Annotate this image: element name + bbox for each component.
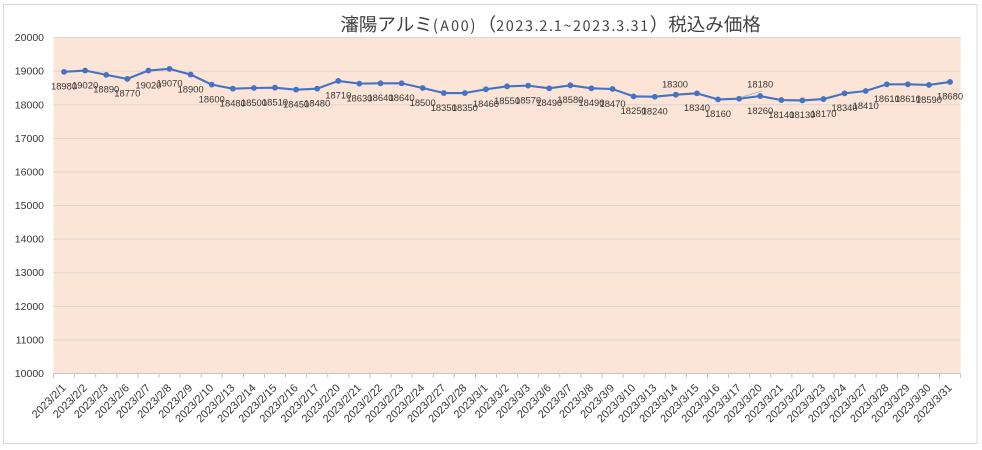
svg-text:18500: 18500 (241, 97, 267, 108)
svg-text:18340: 18340 (832, 102, 858, 113)
svg-text:18890: 18890 (93, 84, 119, 95)
svg-text:18580: 18580 (557, 94, 583, 105)
svg-text:20000: 20000 (15, 32, 44, 44)
svg-text:18460: 18460 (473, 98, 499, 109)
svg-text:19000: 19000 (15, 66, 44, 78)
svg-text:18590: 18590 (916, 94, 942, 105)
svg-text:18170: 18170 (810, 108, 836, 119)
svg-text:19070: 19070 (156, 78, 182, 89)
svg-text:18250: 18250 (621, 105, 647, 116)
svg-text:18480: 18480 (220, 97, 246, 108)
svg-text:18450: 18450 (283, 98, 309, 109)
svg-text:18470: 18470 (599, 98, 625, 109)
svg-text:18680: 18680 (937, 91, 963, 102)
svg-text:18350: 18350 (431, 102, 457, 113)
svg-text:16000: 16000 (15, 166, 44, 178)
svg-text:18610: 18610 (874, 93, 900, 104)
svg-text:18140: 18140 (768, 109, 794, 120)
svg-text:18600: 18600 (199, 93, 225, 104)
svg-text:11000: 11000 (16, 334, 45, 346)
svg-text:17000: 17000 (15, 133, 44, 145)
svg-text:18480: 18480 (304, 97, 330, 108)
svg-text:18260: 18260 (747, 105, 773, 116)
svg-text:18490: 18490 (578, 97, 604, 108)
svg-text:13000: 13000 (15, 267, 44, 279)
svg-text:14000: 14000 (15, 234, 44, 246)
svg-text:18490: 18490 (536, 97, 562, 108)
svg-text:18300: 18300 (662, 78, 688, 89)
svg-text:18770: 18770 (114, 88, 140, 99)
svg-text:18350: 18350 (452, 102, 478, 113)
svg-text:18630: 18630 (346, 92, 372, 103)
svg-text:18980: 18980 (51, 81, 77, 92)
svg-text:18500: 18500 (410, 97, 436, 108)
svg-text:18240: 18240 (642, 106, 668, 117)
svg-text:18510: 18510 (262, 96, 288, 107)
svg-text:12000: 12000 (15, 301, 44, 313)
svg-text:19020: 19020 (72, 79, 98, 90)
svg-text:18550: 18550 (494, 95, 520, 106)
svg-text:19020: 19020 (135, 79, 161, 90)
svg-text:18180: 18180 (747, 79, 773, 90)
svg-text:18160: 18160 (705, 108, 731, 119)
svg-text:18900: 18900 (178, 83, 204, 94)
svg-text:18610: 18610 (895, 93, 921, 104)
svg-text:18570: 18570 (515, 94, 541, 105)
svg-text:15000: 15000 (15, 200, 44, 212)
svg-text:18640: 18640 (389, 92, 415, 103)
svg-text:18640: 18640 (367, 92, 393, 103)
svg-text:18410: 18410 (853, 100, 879, 111)
svg-text:18130: 18130 (789, 109, 815, 120)
svg-text:10000: 10000 (15, 368, 44, 380)
svg-text:18340: 18340 (684, 102, 710, 113)
svg-text:18000: 18000 (15, 99, 44, 111)
svg-text:18710: 18710 (325, 90, 351, 101)
